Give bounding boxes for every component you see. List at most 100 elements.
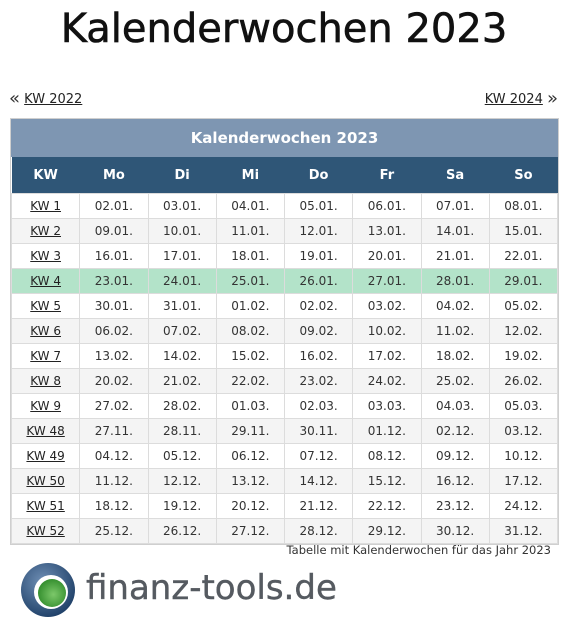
next-year-link[interactable]: KW 2024	[484, 92, 543, 107]
week-link[interactable]: KW 52	[26, 524, 65, 538]
date-cell: 20.02.	[79, 368, 149, 394]
week-number-cell: KW 8	[10, 368, 81, 394]
date-cell: 19.02.	[488, 343, 559, 369]
date-cell: 14.01.	[420, 218, 490, 244]
date-cell: 21.02.	[147, 368, 217, 394]
table-row: KW 9 27.02. 28.02. 01.03. 02.03. 03.03. 04.03.…	[10, 393, 559, 419]
date-cell: 04.03.	[420, 393, 490, 419]
date-cell: 14.02.	[147, 343, 217, 369]
date-cell: 03.01.	[147, 193, 217, 219]
prev-year-nav: « KW 2022	[9, 88, 82, 109]
table-body: KW 1 02.01. 03.01. 04.01. 05.01. 06.01. 07.01.…	[10, 193, 559, 544]
date-cell: 01.12.	[352, 418, 422, 444]
date-cell: 15.01.	[488, 218, 559, 244]
column-header: Mi	[216, 157, 285, 194]
week-number-cell: KW 2	[10, 218, 81, 244]
date-cell: 02.01.	[79, 193, 149, 219]
date-cell: 16.01.	[79, 243, 149, 269]
week-link[interactable]: KW 8	[30, 374, 61, 388]
week-link[interactable]: KW 4	[30, 274, 61, 288]
table-row: KW 52 25.12. 26.12. 27.12. 28.12. 29.12. 30.12…	[10, 518, 559, 544]
page-title: Kalenderwochen 2023	[60, 6, 508, 53]
date-cell: 29.01.	[488, 268, 559, 294]
logo-text: finanz-tools.de	[86, 568, 337, 608]
date-cell: 18.01.	[215, 243, 286, 269]
week-link[interactable]: KW 2	[30, 224, 61, 238]
date-cell: 22.02.	[215, 368, 286, 394]
date-cell: 09.02.	[283, 318, 354, 344]
date-cell: 22.01.	[488, 243, 559, 269]
week-link[interactable]: KW 3	[30, 249, 61, 263]
date-cell: 24.01.	[147, 268, 217, 294]
table-note: Tabelle mit Kalenderwochen für das Jahr …	[286, 543, 551, 557]
date-cell: 02.03.	[283, 393, 354, 419]
week-link[interactable]: KW 49	[26, 449, 65, 463]
week-link[interactable]: KW 48	[26, 424, 65, 438]
next-year-nav: KW 2024 »	[485, 88, 558, 109]
week-link[interactable]: KW 9	[30, 399, 61, 413]
week-link[interactable]: KW 50	[26, 474, 65, 488]
column-header: Fr	[352, 157, 421, 194]
week-number-cell: KW 49	[10, 443, 81, 469]
globe-icon	[21, 563, 75, 617]
week-number-cell: KW 1	[10, 193, 81, 219]
date-cell: 09.12.	[420, 443, 490, 469]
date-cell: 22.12.	[352, 493, 422, 519]
date-cell: 07.12.	[283, 443, 354, 469]
date-cell: 10.01.	[147, 218, 217, 244]
date-cell: 13.02.	[79, 343, 149, 369]
prev-year-link[interactable]: KW 2022	[24, 92, 83, 107]
date-cell: 18.12.	[79, 493, 149, 519]
date-cell: 26.01.	[283, 268, 354, 294]
week-link[interactable]: KW 5	[30, 299, 61, 313]
column-header: So	[489, 157, 558, 194]
week-number-cell: KW 7	[10, 343, 81, 369]
date-cell: 03.03.	[352, 393, 422, 419]
column-header: Do	[284, 157, 353, 194]
table-caption: Kalenderwochen 2023	[11, 119, 558, 157]
date-cell: 23.12.	[420, 493, 490, 519]
date-cell: 12.02.	[488, 318, 559, 344]
date-cell: 24.02.	[352, 368, 422, 394]
table-row: KW 7 13.02. 14.02. 15.02. 16.02. 17.02. 18.02.…	[10, 343, 559, 369]
table-row: KW 8 20.02. 21.02. 22.02. 23.02. 24.02. 25.02.…	[10, 368, 559, 394]
date-cell: 16.02.	[283, 343, 354, 369]
week-link[interactable]: KW 7	[30, 349, 61, 363]
column-header: Di	[148, 157, 217, 194]
table-row: KW 4 23.01. 24.01. 25.01. 26.01. 27.01. 28.01.…	[10, 268, 559, 294]
date-cell: 27.11.	[79, 418, 149, 444]
date-cell: 01.03.	[215, 393, 286, 419]
date-cell: 11.12.	[79, 468, 149, 494]
date-cell: 03.12.	[488, 418, 559, 444]
week-link[interactable]: KW 51	[26, 499, 65, 513]
date-cell: 08.02.	[215, 318, 286, 344]
date-cell: 12.12.	[147, 468, 217, 494]
calendar-week-table: Kalenderwochen 2023 KW Mo Di Mi Do Fr Sa…	[10, 119, 559, 544]
week-link[interactable]: KW 1	[30, 199, 61, 213]
date-cell: 05.12.	[147, 443, 217, 469]
date-cell: 31.12.	[488, 518, 559, 544]
table-row: KW 5 30.01. 31.01. 01.02. 02.02. 03.02. 04.02.…	[10, 293, 559, 319]
week-number-cell: KW 5	[10, 293, 81, 319]
date-cell: 17.12.	[488, 468, 559, 494]
date-cell: 27.12.	[215, 518, 286, 544]
date-cell: 02.12.	[420, 418, 490, 444]
week-number-cell: KW 52	[10, 518, 81, 544]
date-cell: 13.12.	[215, 468, 286, 494]
date-cell: 26.12.	[147, 518, 217, 544]
date-cell: 12.01.	[283, 218, 354, 244]
date-cell: 04.12.	[79, 443, 149, 469]
date-cell: 10.02.	[352, 318, 422, 344]
date-cell: 01.02.	[215, 293, 286, 319]
date-cell: 25.02.	[420, 368, 490, 394]
date-cell: 11.01.	[215, 218, 286, 244]
date-cell: 25.12.	[79, 518, 149, 544]
date-cell: 08.01.	[488, 193, 559, 219]
table-row: KW 1 02.01. 03.01. 04.01. 05.01. 06.01. 07.01.…	[10, 193, 559, 219]
date-cell: 28.01.	[420, 268, 490, 294]
date-cell: 05.02.	[488, 293, 559, 319]
date-cell: 02.02.	[283, 293, 354, 319]
week-link[interactable]: KW 6	[30, 324, 61, 338]
date-cell: 11.02.	[420, 318, 490, 344]
date-cell: 07.01.	[420, 193, 490, 219]
